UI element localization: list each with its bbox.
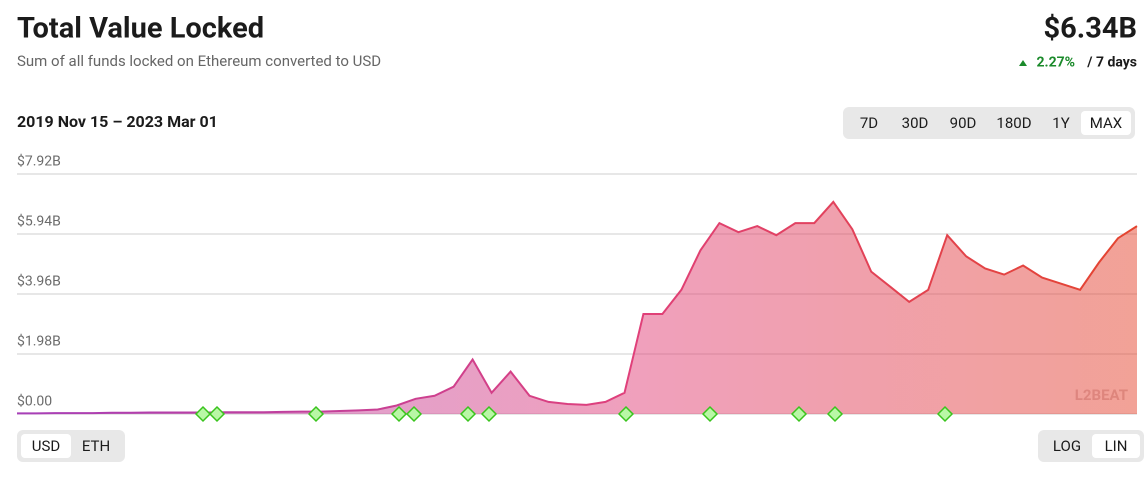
range-button[interactable]: MAX [1090,114,1123,132]
currency-selected [21,434,71,458]
milestone[interactable] [936,405,954,423]
currency-button[interactable]: ETH [82,437,110,455]
range-button[interactable]: 90D [950,114,977,132]
y-tick-label: $1.98B [17,333,61,350]
milestone[interactable] [701,405,719,423]
milestone[interactable] [390,405,408,423]
total-value: $6.34B [1044,12,1137,46]
y-tick-label: $5.94B [17,213,61,230]
milestone[interactable] [480,405,498,423]
milestone[interactable] [307,405,325,423]
currency-button[interactable]: USD [32,437,60,455]
range-button[interactable]: 1Y [1052,114,1069,132]
milestone[interactable] [459,405,477,423]
milestone[interactable] [826,405,844,423]
up-arrow [1019,60,1027,66]
y-tick-label: $0.00 [17,393,52,410]
milestone[interactable] [194,405,212,423]
milestone[interactable] [790,405,808,423]
scale-button[interactable]: LOG [1053,437,1081,455]
subtitle: Sum of all funds locked on Ethereum conv… [17,52,381,70]
milestone[interactable] [208,405,226,423]
milestone[interactable] [617,405,635,423]
scale-button[interactable]: LIN [1105,437,1128,455]
y-tick-label: $3.96B [17,273,61,290]
range-group [843,107,1135,139]
milestone[interactable] [405,405,423,423]
y-tick-label: $7.92B [17,153,61,170]
range-selected [1081,111,1131,135]
date-range: 2019 Nov 15 – 2023 Mar 01 [17,112,218,131]
title: Total Value Locked [17,12,264,46]
scale-selected [1092,434,1140,458]
area [17,201,1137,414]
change: 2.27% [1036,55,1075,71]
period: / 7 days [1086,55,1137,71]
range-button[interactable]: 30D [902,114,929,132]
range-button[interactable]: 180D [996,114,1031,132]
range-button[interactable]: 7D [860,114,878,132]
